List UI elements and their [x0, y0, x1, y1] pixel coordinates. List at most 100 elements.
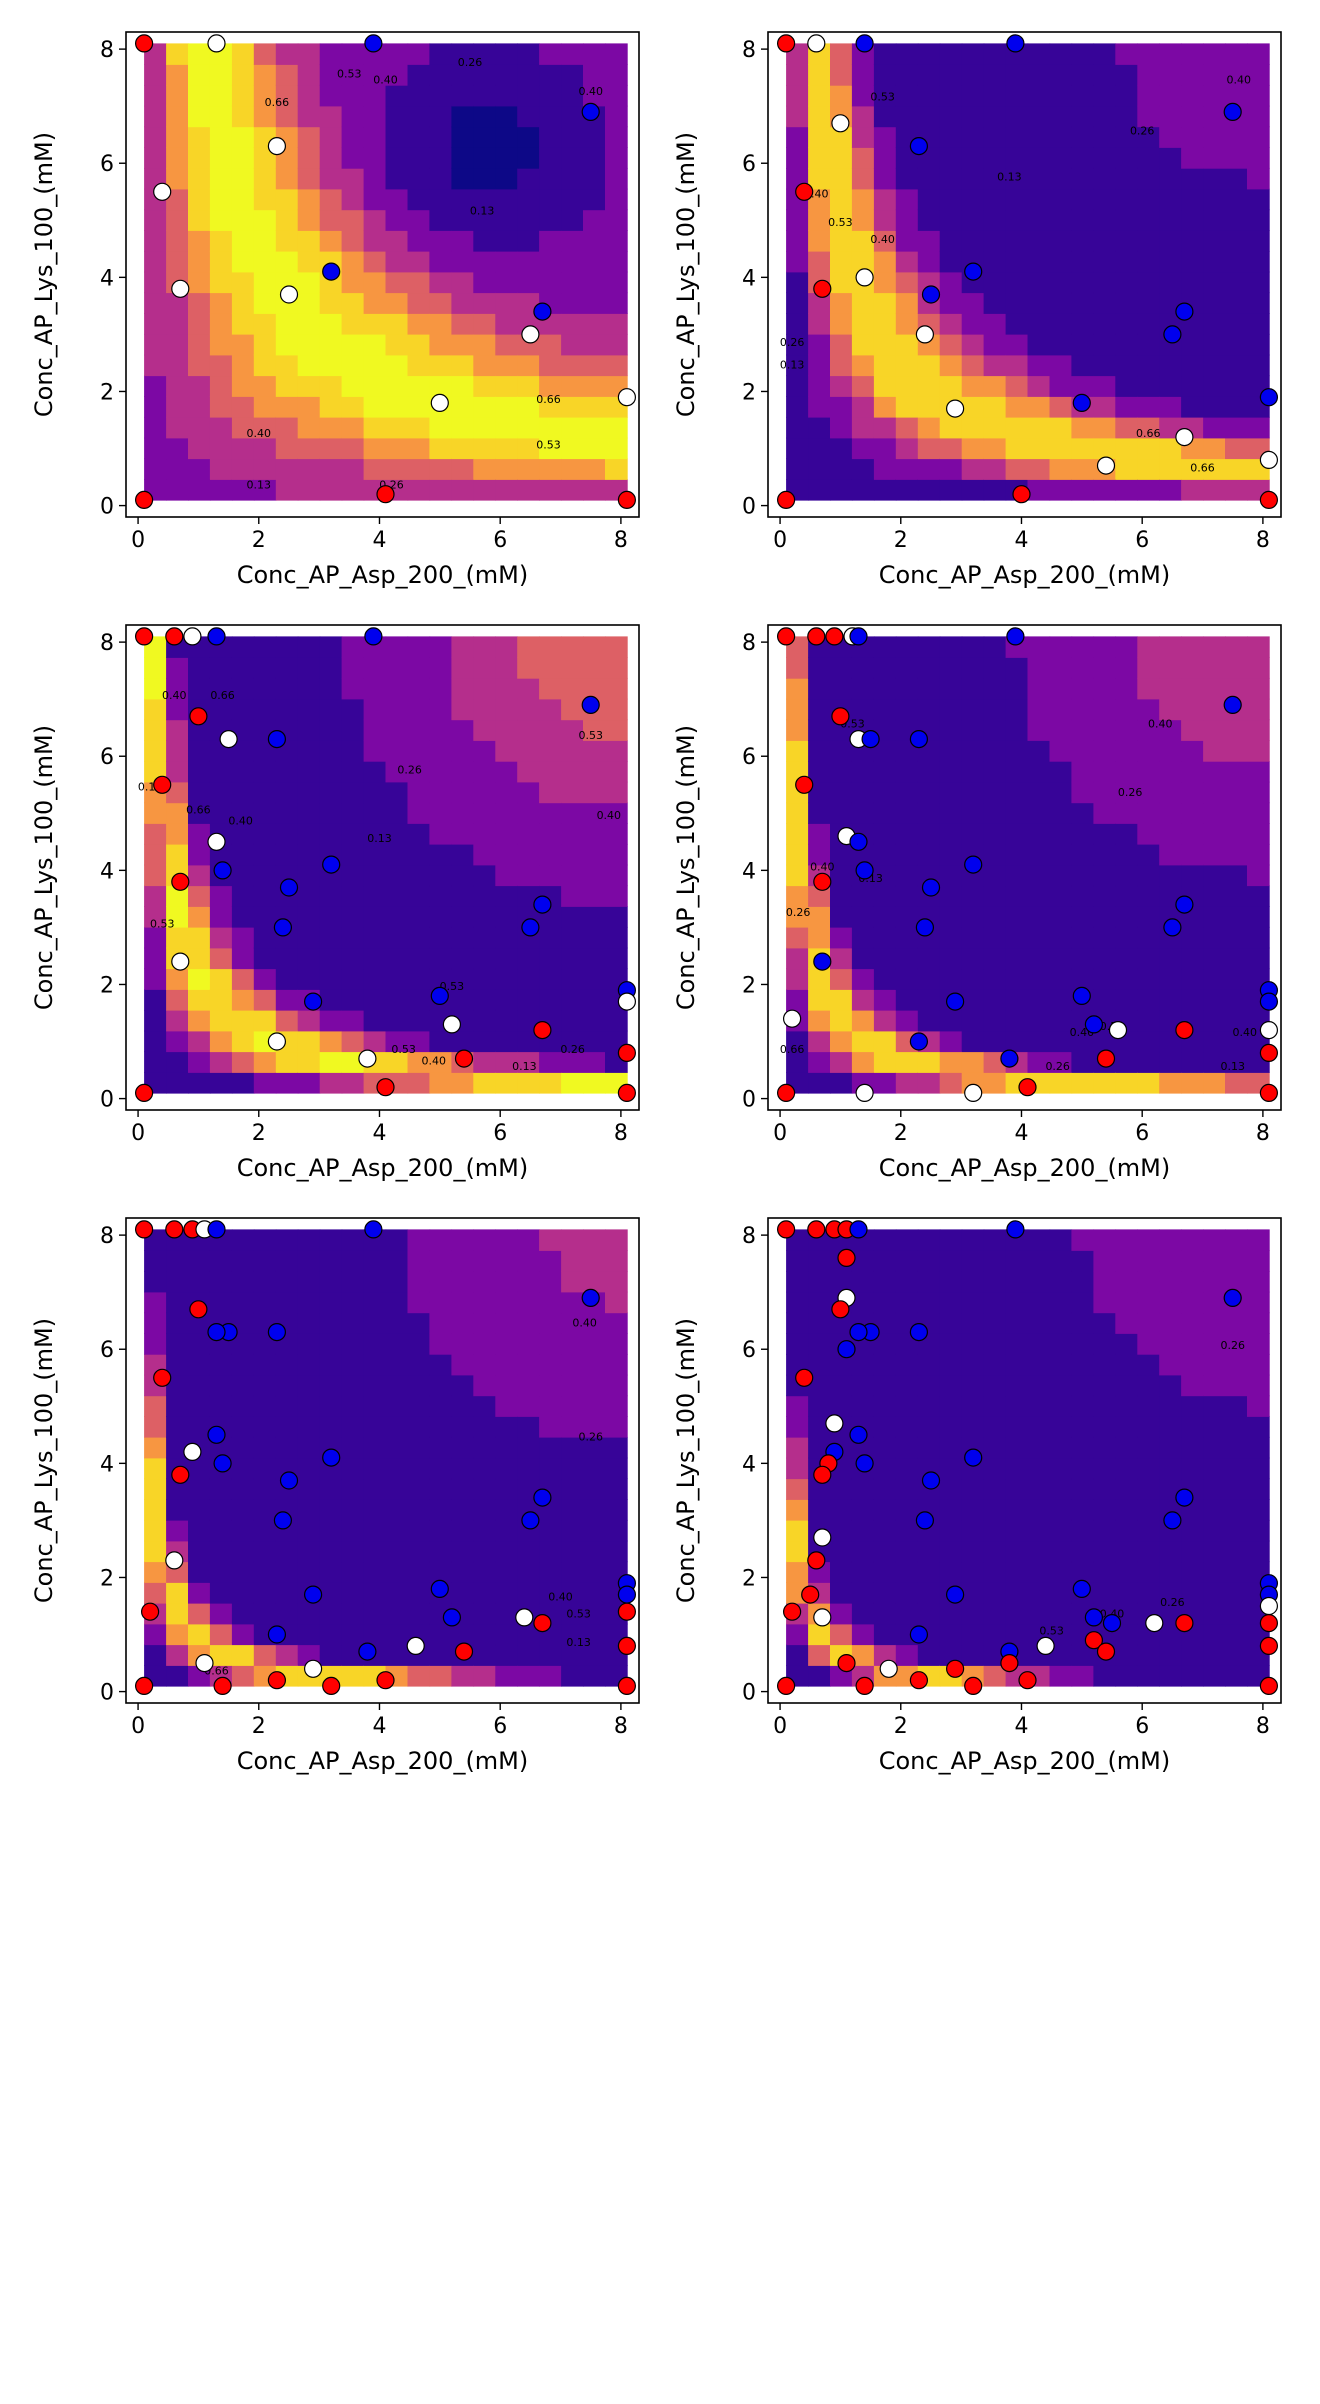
contour-cell [1005, 292, 1029, 314]
contour-cell [231, 1540, 255, 1563]
contour-cell [786, 740, 809, 762]
contour-cell [1093, 1436, 1117, 1459]
contour-cell [1203, 167, 1226, 190]
contour-cell [583, 1540, 606, 1563]
contour-cell [1159, 1051, 1182, 1073]
contour-cell [961, 657, 985, 679]
contour-cell [495, 1665, 518, 1687]
contour-cell [873, 1250, 897, 1272]
contour-cell [1049, 105, 1073, 128]
data-point-white [406, 1636, 425, 1656]
contour-cell [473, 968, 496, 990]
contour-cell [144, 719, 167, 741]
contour-cell [407, 1374, 431, 1397]
contour-cell [539, 1270, 562, 1293]
contour-cell [209, 1519, 233, 1542]
contour-cell [961, 740, 985, 762]
contour-cell [495, 947, 518, 970]
contour-cell [144, 437, 167, 460]
contour-cell [166, 1582, 189, 1604]
contour-cell [363, 1353, 387, 1376]
contour-cell [1203, 885, 1226, 907]
contour-cell [144, 802, 167, 824]
contour-cell [144, 1499, 167, 1521]
contour-cell [583, 1250, 606, 1272]
contour-cell [1071, 354, 1095, 377]
contour-cell [808, 1665, 831, 1687]
contour-cell [231, 84, 255, 107]
y-axis-label: Conc_AP_Lys_100_(mM) [30, 725, 58, 1010]
contour-cell [1049, 1270, 1073, 1293]
contour-cell [275, 1072, 299, 1094]
contour-cell [1027, 740, 1051, 762]
contour-cell [429, 458, 453, 480]
contour-cell [1181, 1436, 1204, 1459]
contour-cell [1225, 1416, 1248, 1438]
contour-cell [209, 375, 233, 397]
contour-cell [385, 230, 409, 252]
contour-cell [1159, 167, 1182, 190]
contour-cell [1203, 105, 1226, 128]
contour-cell [939, 1540, 963, 1563]
contour-cell [166, 354, 189, 377]
contour-cell [473, 926, 496, 949]
contour-cell [1049, 864, 1073, 887]
contour-cell [1203, 1416, 1226, 1438]
contour-cell [188, 84, 211, 107]
contour-cell [1203, 1644, 1226, 1666]
contour-cell [253, 760, 277, 783]
contour-cell [1093, 906, 1117, 928]
contour-cell [495, 698, 518, 721]
contour-cell [1181, 677, 1204, 700]
axes-frame [767, 624, 1282, 1111]
contour-cell [1159, 1229, 1182, 1251]
contour-cell [363, 313, 387, 335]
contour-cell [1093, 1072, 1117, 1094]
contour-cell [605, 1229, 628, 1251]
contour-cell [830, 458, 853, 480]
contour-cell [297, 1374, 321, 1397]
contour-cell [429, 1499, 453, 1521]
contour-cell [895, 43, 919, 65]
contour-cell [583, 1395, 606, 1417]
contour-cell [1137, 250, 1160, 273]
contour-cell [166, 906, 189, 928]
contour-cell [1005, 864, 1029, 887]
data-point-blue [855, 861, 874, 880]
contour-cell [939, 64, 963, 86]
contour-cell [495, 64, 518, 86]
data-point-white [879, 1659, 898, 1678]
contour-cell [451, 1250, 475, 1272]
data-point-blue [964, 1448, 983, 1467]
contour-cell [253, 188, 277, 211]
contour-cell [1049, 1478, 1073, 1500]
contour-cell [429, 885, 453, 907]
contour-cell [873, 167, 897, 190]
contour-cell [1247, 740, 1270, 762]
contour-cell [830, 906, 853, 928]
contour-cell [1005, 105, 1029, 128]
contour-cell [917, 843, 941, 866]
contour-cell [1137, 1353, 1160, 1376]
contour-label: 0.66 [1190, 461, 1215, 474]
contour-cell [851, 458, 875, 480]
contour-cell [1159, 1009, 1182, 1032]
contour-cell [166, 188, 189, 211]
contour-cell [451, 250, 475, 273]
contour-cell [407, 188, 431, 211]
contour-cell [517, 1250, 540, 1272]
contour-cell [1027, 1602, 1051, 1625]
data-point-red [617, 1636, 637, 1656]
contour-cell [144, 292, 167, 314]
contour-cell [429, 926, 453, 949]
contour-cell [1005, 1540, 1029, 1563]
contour-cell [517, 1030, 540, 1053]
contour-cell [561, 209, 584, 231]
contour-cell [473, 885, 496, 907]
contour-cell [188, 1312, 211, 1334]
contour-cell [539, 1436, 562, 1459]
contour-cell [166, 1030, 189, 1053]
contour-cell [451, 271, 475, 294]
contour-cell [209, 657, 233, 679]
contour-cell [429, 802, 453, 824]
